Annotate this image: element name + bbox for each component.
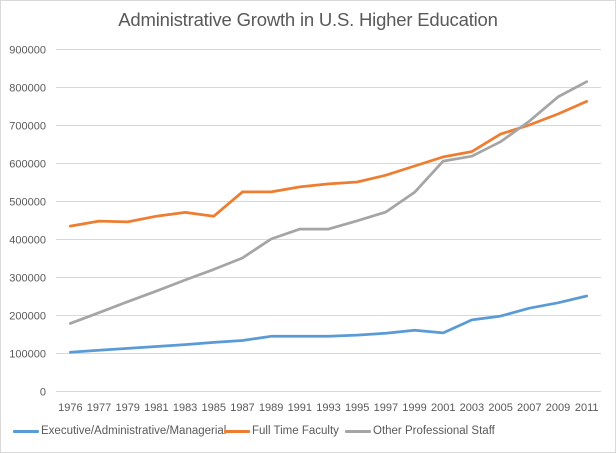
x-tick-label: 1977 <box>87 402 111 414</box>
y-tick-label: 900000 <box>9 45 46 57</box>
y-axis-labels: 0 100000 200000 300000 400000 500000 600000 700… <box>9 45 46 399</box>
series-lines <box>68 80 589 354</box>
legend-swatch-other-staff <box>345 429 371 433</box>
x-tick-label: 1989 <box>259 402 283 414</box>
x-tick-label: 2001 <box>431 402 455 414</box>
x-tick-label: 2005 <box>488 402 512 414</box>
x-tick-label: 1997 <box>374 402 398 414</box>
y-tick-label: 600000 <box>9 159 46 171</box>
x-tick-label: 1995 <box>345 402 369 414</box>
legend-swatch-faculty <box>224 429 250 433</box>
series-line-faculty <box>68 100 589 228</box>
x-tick-label: 2003 <box>460 402 484 414</box>
x-tick-label: 1979 <box>115 402 139 414</box>
x-axis-labels: 1976 1977 1979 1981 1983 1985 1987 1989 1991 1993… <box>58 402 598 414</box>
chart-title: Administrative Growth in U.S. Higher Edu… <box>118 9 498 30</box>
legend-item-faculty[interactable]: Full Time Faculty <box>224 425 339 437</box>
legend-item-other-staff[interactable]: Other Professional Staff <box>345 425 495 437</box>
series-line-executive <box>68 294 589 354</box>
x-tick-label: 1999 <box>402 402 426 414</box>
legend-swatch-executive <box>13 429 39 433</box>
x-tick-label: 1976 <box>58 402 82 414</box>
x-tick-label: 1983 <box>173 402 197 414</box>
legend-label-faculty: Full Time Faculty <box>252 425 339 437</box>
x-tick-label: 2007 <box>517 402 541 414</box>
y-tick-label: 200000 <box>9 311 46 323</box>
gridlines <box>56 49 601 392</box>
y-tick-label: 800000 <box>9 83 46 95</box>
x-tick-label: 2009 <box>546 402 570 414</box>
legend-label-other-staff: Other Professional Staff <box>373 425 495 437</box>
legend: Executive/Administrative/Managerial Full… <box>0 425 616 443</box>
x-tick-label: 1981 <box>144 402 168 414</box>
y-tick-label: 700000 <box>9 121 46 133</box>
legend-label-executive: Executive/Administrative/Managerial <box>41 425 227 437</box>
series-line-other-staff <box>68 80 589 325</box>
y-tick-label: 500000 <box>9 197 46 209</box>
y-tick-label: 300000 <box>9 273 46 285</box>
x-tick-label: 1993 <box>316 402 340 414</box>
y-tick-label: 400000 <box>9 235 46 247</box>
x-tick-label: 1991 <box>288 402 312 414</box>
x-tick-label: 1985 <box>202 402 226 414</box>
x-tick-label: 2011 <box>575 402 599 414</box>
y-tick-label: 0 <box>40 387 46 399</box>
y-tick-label: 100000 <box>9 349 46 361</box>
legend-item-executive[interactable]: Executive/Administrative/Managerial <box>13 425 226 437</box>
x-tick-label: 1987 <box>230 402 254 414</box>
